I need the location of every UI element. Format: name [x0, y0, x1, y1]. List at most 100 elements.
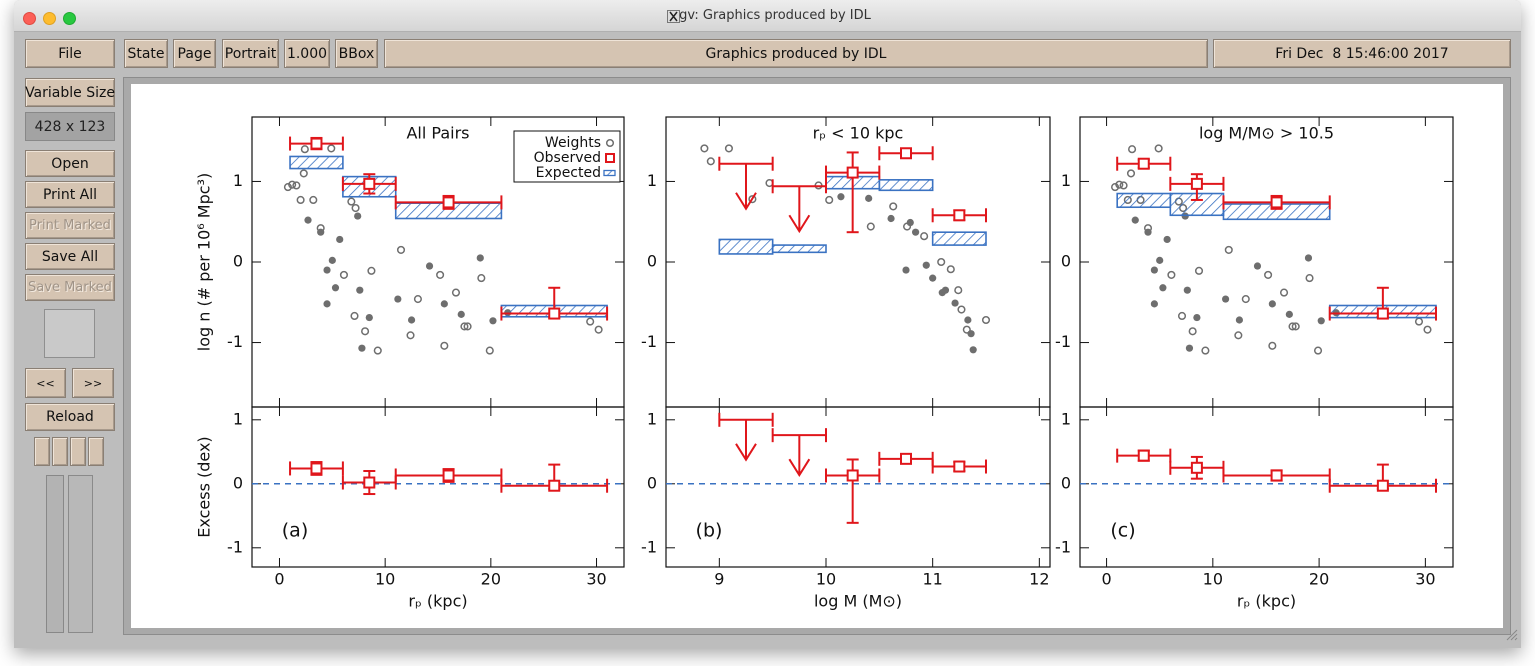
- weight-point-filled: [354, 212, 362, 220]
- data-point: [363, 476, 376, 489]
- weight-point-filled: [425, 262, 434, 270]
- open-button[interactable]: Open: [25, 150, 115, 177]
- print-marked-button[interactable]: Print Marked: [25, 212, 115, 239]
- scrollbar[interactable]: [46, 475, 64, 633]
- weight-point: [300, 145, 309, 154]
- panel-annotation: (c): [1110, 520, 1135, 542]
- variable-size-button[interactable]: Variable Size: [25, 78, 115, 107]
- resize-grip[interactable]: [1505, 628, 1518, 641]
- weight-point: [1177, 311, 1187, 321]
- y-tick-label: -1: [227, 537, 243, 556]
- data-point: [310, 462, 323, 475]
- x-tick-label: 20: [1309, 570, 1329, 589]
- mark-toggle[interactable]: [70, 437, 86, 466]
- y-tick-label: -1: [641, 537, 657, 556]
- weight-point-filled: [912, 228, 920, 236]
- expected-box: [718, 238, 774, 255]
- weight-point-filled: [407, 316, 416, 324]
- weight-point-filled: [1221, 295, 1230, 303]
- mark-toggle[interactable]: [88, 437, 104, 466]
- x-tick-label: 30: [1415, 570, 1435, 589]
- data-point: [1376, 307, 1389, 320]
- mark-toggle[interactable]: [52, 437, 68, 466]
- x-tick-label: 0: [274, 570, 284, 589]
- scroll-area[interactable]: [68, 475, 93, 633]
- weight-point: [292, 181, 301, 190]
- weight-point: [1423, 325, 1432, 334]
- expected-box: [878, 179, 934, 192]
- next-button[interactable]: >>: [72, 368, 114, 398]
- weight-point: [1128, 145, 1137, 154]
- x-tick-label: 30: [586, 570, 606, 589]
- expected-box: [289, 155, 344, 170]
- weight-point: [920, 232, 929, 241]
- x-tick-label: 10: [375, 570, 395, 589]
- weight-point: [1414, 317, 1424, 326]
- weight-point-filled: [1150, 300, 1158, 308]
- date-label: Fri Dec 8 15:46:00 2017: [1213, 39, 1511, 68]
- data-point: [1270, 196, 1283, 209]
- file-button[interactable]: File: [25, 39, 115, 68]
- state-button[interactable]: State: [124, 39, 168, 68]
- weight-point: [1234, 331, 1243, 340]
- y-tick-label: 0: [233, 252, 243, 271]
- weight-point-filled: [394, 295, 402, 303]
- data-point: [1190, 461, 1203, 474]
- x-tick-label: 12: [1029, 570, 1049, 589]
- page-button[interactable]: Page: [173, 39, 216, 68]
- weight-point: [1291, 322, 1300, 331]
- weight-point: [436, 270, 445, 279]
- weight-point: [1279, 288, 1289, 297]
- bbox-button[interactable]: BBox: [335, 39, 378, 68]
- weight-point: [1201, 346, 1210, 355]
- title-bar: [14, 0, 1521, 32]
- prev-button[interactable]: <<: [25, 368, 66, 398]
- orientation-button[interactable]: Portrait: [222, 39, 279, 68]
- zoom-button[interactable]: [63, 12, 76, 25]
- weight-point: [347, 197, 356, 206]
- page-preview[interactable]: [44, 309, 95, 358]
- scale-button[interactable]: 1.000: [284, 39, 330, 68]
- y-tick-label: 1: [647, 409, 657, 428]
- weight-point-filled: [1304, 254, 1313, 262]
- weight-point-filled: [1193, 313, 1201, 322]
- legend-box: [513, 130, 621, 183]
- reload-button[interactable]: Reload: [25, 403, 115, 431]
- x-tick-label: 9: [714, 570, 724, 589]
- weight-point-filled: [457, 310, 465, 318]
- weight-point: [367, 266, 376, 275]
- minimize-button[interactable]: [43, 12, 56, 25]
- save-marked-button[interactable]: Save Marked: [25, 274, 115, 301]
- close-button[interactable]: [23, 12, 36, 25]
- mark-toggle[interactable]: [34, 437, 50, 466]
- upper-limit-arrow: [788, 186, 811, 234]
- print-all-button[interactable]: Print All: [25, 181, 115, 208]
- weight-point-filled: [358, 344, 366, 352]
- y-tick-label: 1: [233, 171, 243, 190]
- weight-point-filled: [1285, 310, 1293, 318]
- size-display: 428 x 123: [25, 112, 115, 141]
- weight-point-filled: [1185, 344, 1194, 352]
- data-point: [310, 137, 323, 150]
- legend-label: Expected: [536, 165, 601, 181]
- data-point: [442, 196, 455, 209]
- weight-point-filled: [317, 228, 325, 236]
- data-point: [846, 166, 859, 179]
- y-tick-label: 1: [1061, 171, 1071, 190]
- x-tick-label: 0: [1101, 570, 1111, 589]
- weight-point: [937, 257, 946, 267]
- weight-point-filled: [1144, 228, 1152, 236]
- weight-point-filled: [969, 346, 977, 354]
- weight-point: [339, 270, 348, 279]
- weight-point-filled: [941, 286, 950, 294]
- weight-point: [1188, 327, 1197, 336]
- x-axis-label: rₚ (kpc): [408, 592, 467, 611]
- save-all-button[interactable]: Save All: [25, 243, 115, 270]
- data-point: [900, 147, 912, 160]
- weight-point: [485, 346, 494, 355]
- weight-point: [866, 222, 875, 231]
- legend-symbol: [603, 169, 616, 177]
- weight-point-filled: [1268, 300, 1276, 308]
- data-point: [363, 177, 376, 190]
- x-axis-label: rₚ (kpc): [1237, 592, 1296, 611]
